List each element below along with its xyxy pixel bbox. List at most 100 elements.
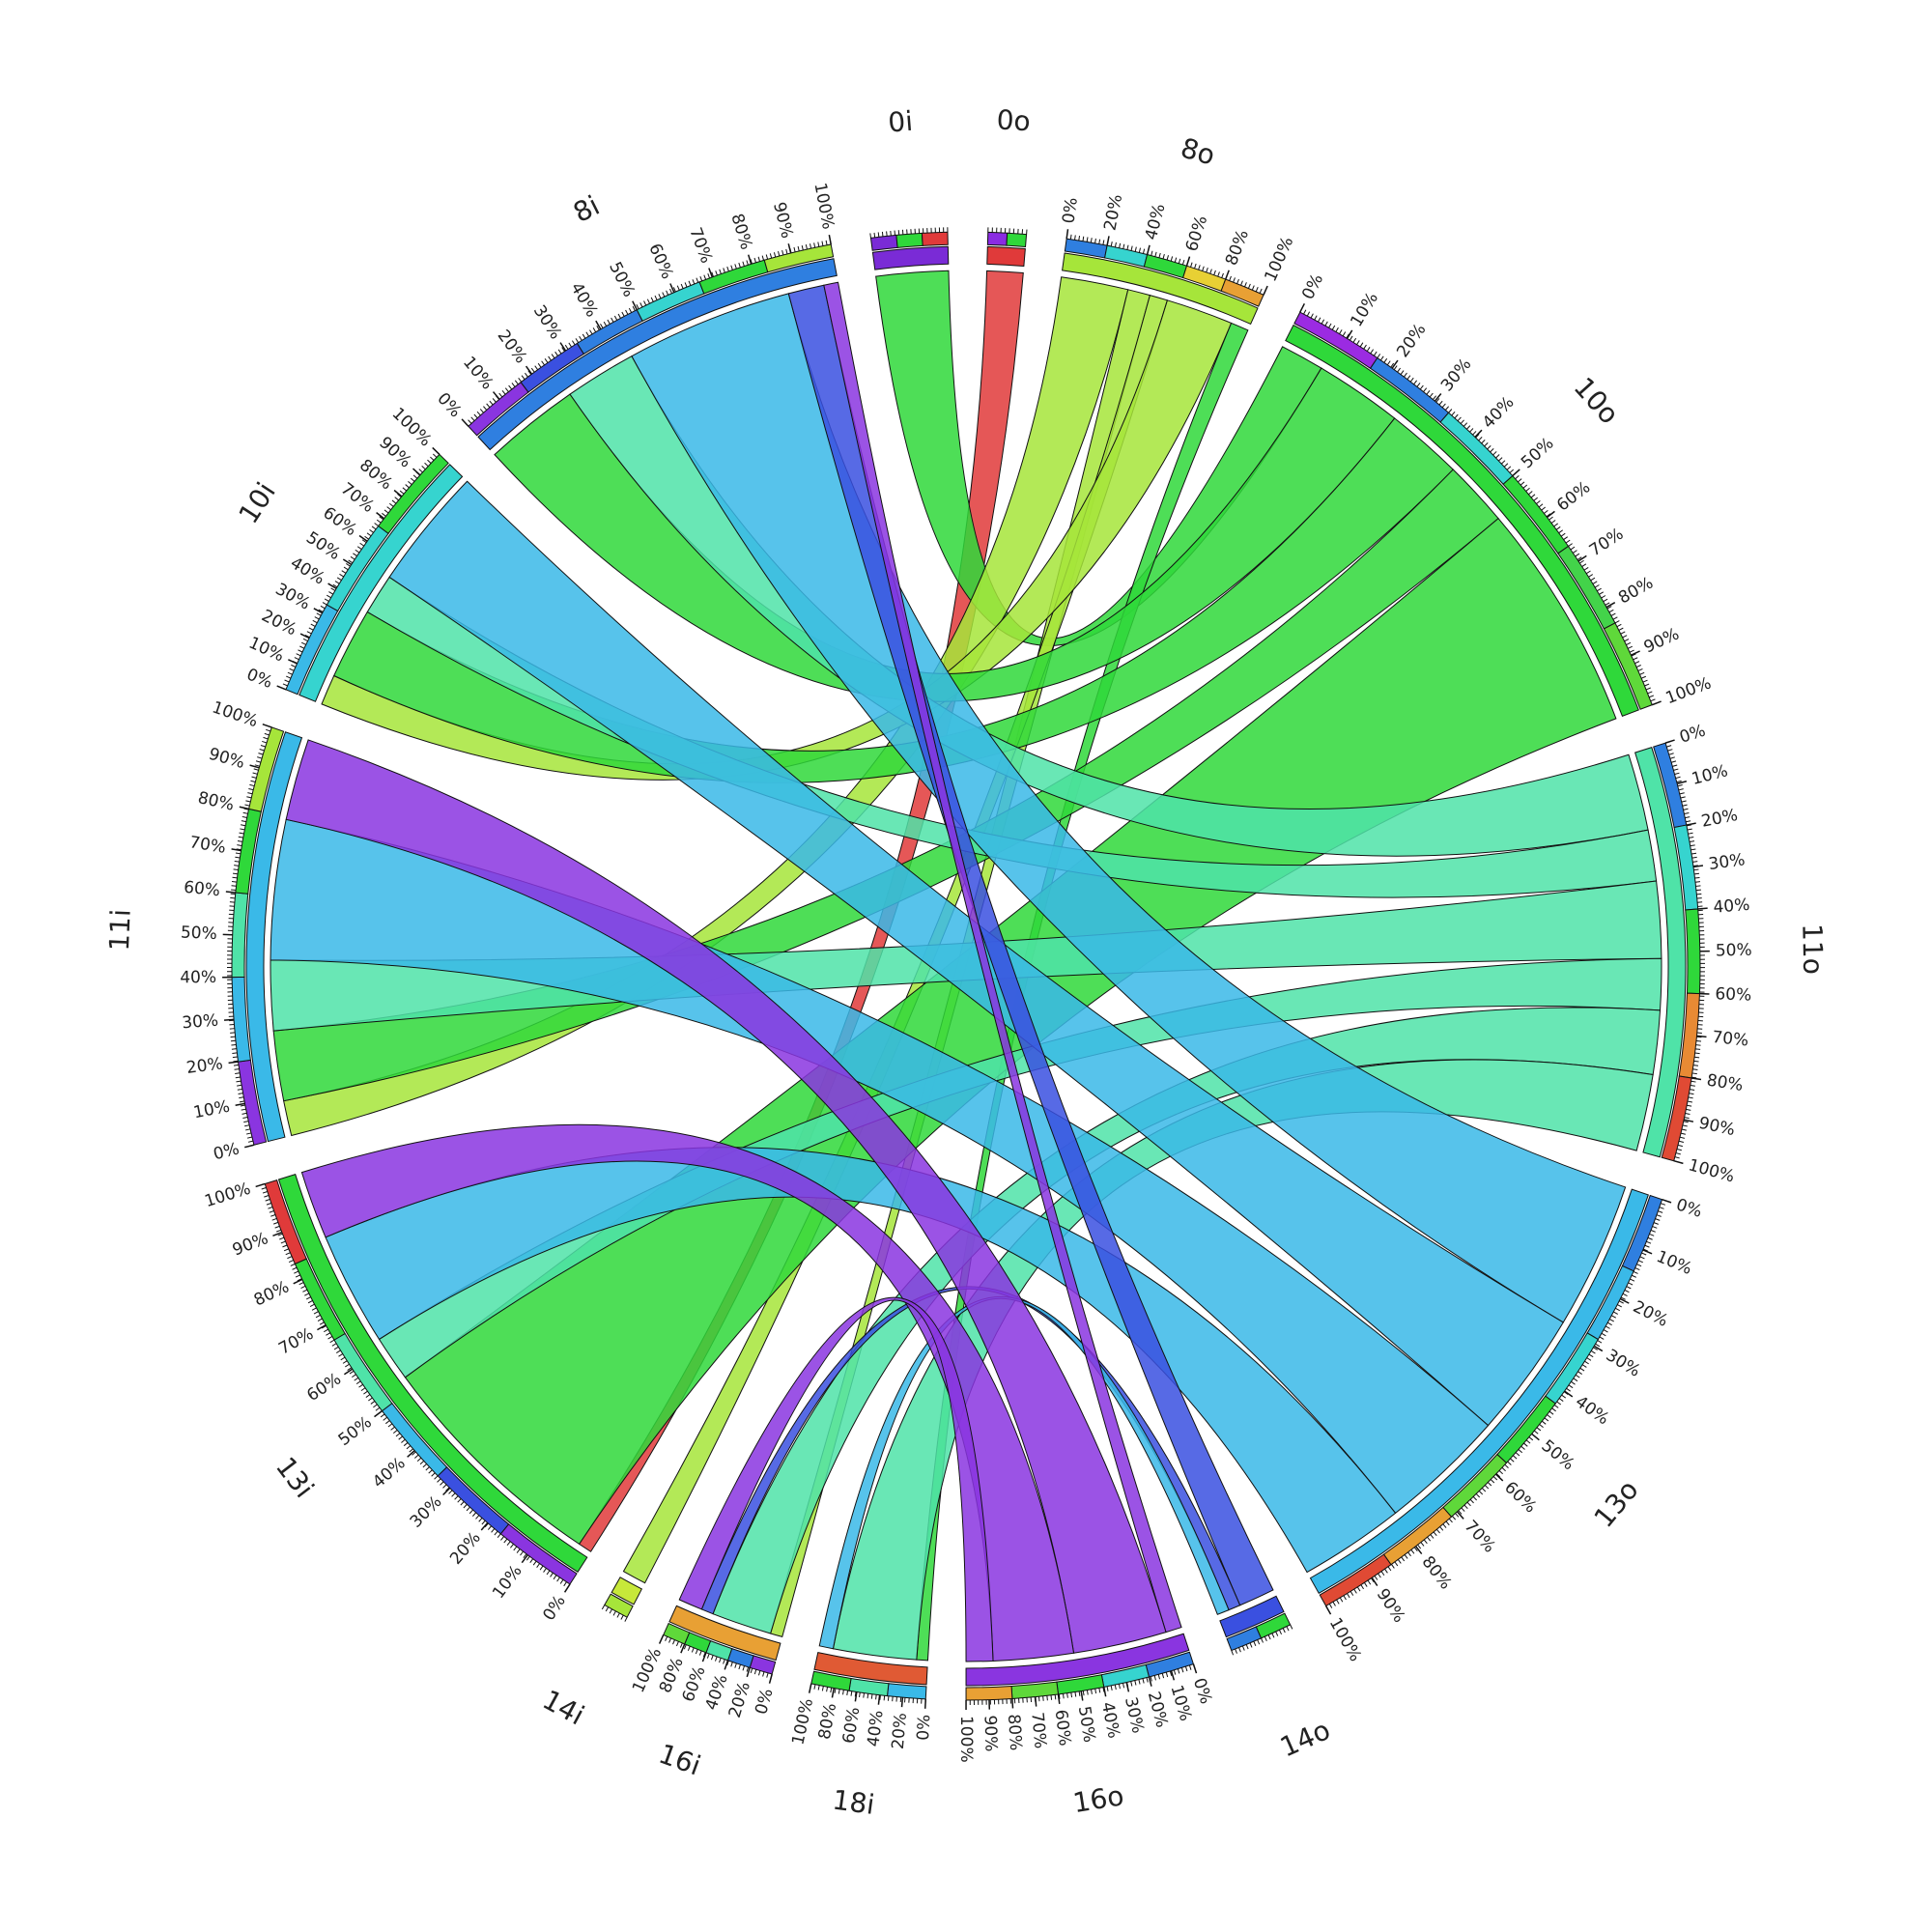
minor-tick [1384,1568,1388,1574]
minor-tick [869,233,871,239]
minor-tick [257,756,263,759]
minor-tick [817,242,820,247]
tick-label: 90% [1697,1114,1737,1140]
major-tick [1605,602,1616,609]
segment-outer-bar-13i [264,1179,307,1265]
minor-tick [842,1690,844,1695]
minor-tick [753,1669,757,1675]
tick-label: 90% [980,1715,1000,1751]
major-tick [1690,1077,1702,1081]
minor-tick [1417,1544,1422,1549]
minor-tick [546,1570,551,1576]
minor-tick [1042,1695,1044,1701]
minor-tick [1455,1513,1460,1518]
minor-tick [395,1433,401,1437]
minor-tick [1249,1642,1253,1648]
tick-label: 50% [1716,941,1752,961]
minor-tick [386,506,391,511]
minor-tick [1318,317,1321,323]
minor-tick [1577,1371,1582,1376]
major-tick [831,1688,835,1698]
minor-tick [1672,764,1678,767]
minor-tick [1601,1332,1606,1337]
minor-tick [886,231,888,237]
minor-tick [1620,1296,1626,1300]
minor-tick [243,808,249,810]
minor-tick [1213,270,1216,275]
ribbon-10o-to-8i [494,367,1396,702]
minor-tick [1433,395,1437,400]
minor-tick [1683,808,1689,810]
minor-tick [240,828,245,831]
minor-tick [539,1565,544,1571]
tick-label: 20% [494,327,530,367]
tick-label: 0% [1189,1676,1215,1707]
minor-tick [1568,1384,1574,1389]
minor-tick [1605,602,1610,606]
minor-tick [1614,620,1620,624]
minor-tick [315,1314,321,1319]
minor-tick [1690,1080,1696,1083]
minor-tick [696,277,699,283]
segment-outer-bar-0i [921,231,949,246]
minor-tick [310,623,316,627]
major-tick [461,418,469,427]
tick-label: 0% [212,1139,242,1164]
tick-label: 80% [1615,574,1657,609]
minor-tick [834,1688,837,1693]
minor-tick [1680,1132,1687,1135]
minor-tick [730,265,733,270]
minor-tick [1126,244,1129,250]
major-tick [1593,1345,1604,1352]
minor-tick [723,268,725,273]
minor-tick [1409,377,1414,383]
minor-tick [1622,635,1628,639]
minor-tick [518,377,523,383]
segment-bar-16o [965,1633,1190,1687]
tick-label: 30% [529,301,565,343]
major-tick [1065,229,1069,240]
tick-label: 50% [1074,1705,1099,1744]
minor-tick [1594,584,1600,588]
minor-tick [1641,1252,1647,1256]
minor-tick [1261,1637,1264,1643]
minor-tick [887,1695,890,1701]
minor-tick [373,1404,378,1408]
tick-label: 20% [889,1712,911,1749]
minor-tick [529,1558,534,1564]
minor-tick [1475,1493,1481,1498]
minor-tick [1397,1559,1402,1564]
minor-tick [1166,255,1169,261]
minor-tick [1458,1510,1463,1515]
minor-tick [491,1528,496,1533]
minor-tick [1686,824,1692,827]
minor-tick [1353,1588,1357,1594]
minor-tick [1653,1222,1659,1225]
tick-label: 100% [210,697,260,731]
minor-tick [1439,1526,1444,1531]
minor-tick [1525,487,1530,492]
minor-tick [561,347,565,352]
minor-tick [290,1263,296,1266]
minor-tick [394,497,399,501]
major-tick [1125,1682,1130,1692]
minor-tick [1282,1628,1286,1634]
minor-tick [1478,437,1483,441]
minor-tick [1245,1644,1249,1650]
tick-label: 40% [1142,202,1170,242]
minor-tick [251,776,257,779]
tick-label: 70% [1461,1517,1499,1556]
minor-tick [1678,1140,1685,1143]
tick-label: 20% [1393,321,1430,361]
tick-label: 40% [287,554,328,589]
tick-label: 40% [566,279,601,321]
minor-tick [274,1225,280,1229]
minor-tick [1142,248,1146,254]
minor-tick [501,390,506,395]
segment-bar-8i [477,258,838,451]
minor-tick [1387,1566,1392,1572]
minor-tick [1347,1593,1350,1599]
minor-tick [1649,1233,1655,1236]
minor-tick [1693,868,1699,871]
minor-tick [1469,428,1474,433]
